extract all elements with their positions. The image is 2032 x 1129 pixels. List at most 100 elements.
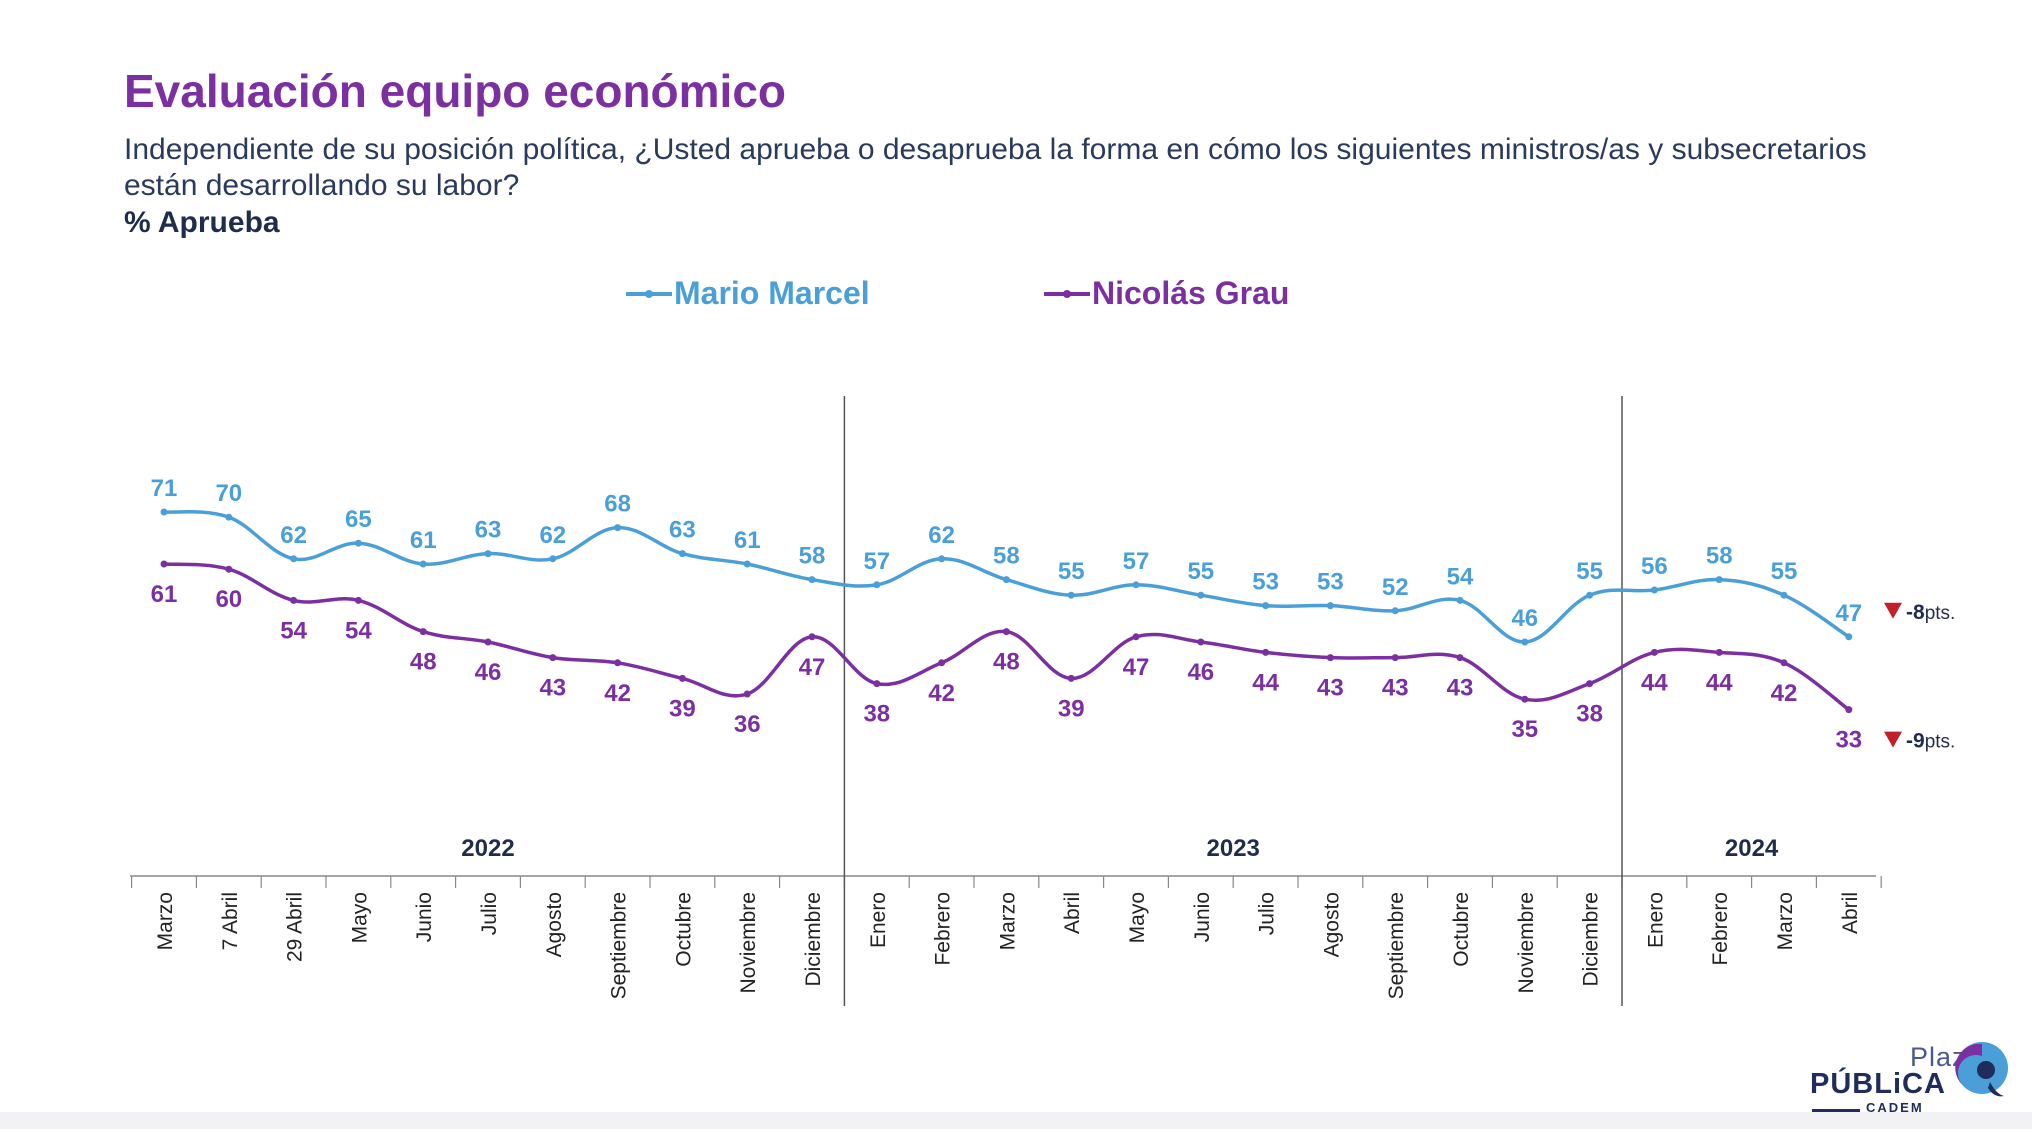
x-tick-label: Junio (413, 892, 436, 942)
data-label-grau: 48 (410, 649, 437, 676)
data-point-grau (873, 680, 881, 688)
data-label-grau: 44 (1641, 669, 1668, 696)
data-point-grau (1197, 638, 1205, 646)
plaza-publica-cadem-logo: Plaza PÚBLiCA CADEM (1810, 1038, 2010, 1118)
data-label-marcel: 55 (1187, 558, 1214, 585)
data-point-grau (1780, 659, 1788, 667)
data-point-marcel (873, 581, 881, 589)
data-point-grau (1132, 633, 1140, 641)
data-label-grau: 54 (280, 617, 307, 644)
data-label-grau: 43 (1447, 675, 1474, 702)
down-triangle-icon (1884, 602, 1902, 619)
data-point-grau (1715, 648, 1723, 656)
x-tick-label: 7 Abril (219, 892, 242, 950)
logo-cadem-text: CADEM (1866, 1100, 1924, 1115)
x-tick-label: Enero (867, 892, 890, 948)
data-label-grau: 60 (215, 586, 242, 613)
data-label-grau: 36 (734, 711, 761, 738)
data-point-marcel (1586, 591, 1594, 599)
data-point-grau (808, 633, 816, 641)
data-point-marcel (1845, 633, 1853, 641)
down-triangle-icon (1884, 731, 1902, 748)
data-label-grau: 39 (669, 695, 696, 722)
x-tick-label: Julio (1256, 892, 1279, 935)
data-label-grau: 42 (928, 680, 955, 707)
data-point-grau (484, 638, 492, 646)
x-tick-label: Septiembre (1385, 892, 1408, 999)
x-tick-label: Abril (1839, 892, 1862, 934)
x-tick-label: Octubre (672, 892, 695, 967)
x-tick-label: Junio (1191, 892, 1214, 942)
data-label-marcel: 53 (1252, 569, 1279, 596)
x-tick-label: Diciembre (1580, 892, 1603, 987)
data-label-grau: 54 (345, 617, 372, 644)
x-tick-label: Febrero (932, 892, 955, 966)
data-label-marcel: 58 (1706, 543, 1733, 570)
data-point-marcel (1391, 607, 1399, 615)
legend-mario-marcel-marker (645, 290, 653, 298)
data-point-marcel (808, 576, 816, 584)
data-label-marcel: 61 (734, 527, 761, 554)
data-label-grau: 43 (1382, 675, 1409, 702)
data-label-marcel: 52 (1382, 574, 1409, 601)
measure-label: % Aprueba (124, 206, 280, 239)
data-point-grau (354, 596, 362, 604)
data-point-grau (1521, 695, 1529, 703)
x-tick-label: Febrero (1709, 892, 1732, 966)
question-text: Independiente de su posición política, ¿… (124, 133, 1867, 202)
data-label-marcel: 65 (345, 506, 372, 533)
data-point-marcel (1780, 591, 1788, 599)
data-point-marcel (1262, 602, 1270, 610)
data-point-marcel (419, 560, 427, 568)
data-point-marcel (1456, 596, 1464, 604)
data-label-marcel: 58 (993, 543, 1020, 570)
x-tick-label: Julio (478, 892, 501, 935)
data-point-marcel (1326, 602, 1334, 610)
data-label-marcel: 47 (1835, 600, 1862, 627)
data-point-grau (1456, 654, 1464, 662)
data-point-marcel (1521, 638, 1529, 646)
data-label-grau: 48 (993, 649, 1020, 676)
data-point-grau (938, 659, 946, 667)
x-tick-label: 29 Abril (284, 892, 307, 962)
data-label-grau: 47 (799, 654, 826, 681)
x-tick-label: Marzo (996, 892, 1019, 950)
change-label-marcel: -8pts. (1906, 601, 1955, 624)
data-point-marcel (1067, 591, 1075, 599)
data-label-grau: 46 (475, 659, 502, 686)
data-point-marcel (1197, 591, 1205, 599)
x-tick-label: Octubre (1450, 892, 1473, 967)
data-label-grau: 44 (1252, 669, 1279, 696)
data-point-marcel (1650, 586, 1658, 594)
data-point-grau (419, 628, 427, 636)
data-label-marcel: 70 (215, 480, 242, 507)
x-tick-label: Mayo (1126, 892, 1149, 943)
data-label-marcel: 62 (539, 522, 566, 549)
legend-nicolas-grau-marker (1063, 290, 1071, 298)
data-point-grau (743, 690, 751, 698)
data-label-marcel: 46 (1511, 605, 1538, 632)
data-label-grau: 38 (863, 701, 890, 728)
data-label-marcel: 62 (280, 522, 307, 549)
data-point-grau (225, 565, 233, 573)
data-label-grau: 44 (1706, 669, 1733, 696)
legend-nicolas-grau-label: Nicolás Grau (1092, 275, 1289, 311)
data-point-marcel (290, 555, 298, 563)
data-point-marcel (743, 560, 751, 568)
data-point-grau (678, 674, 686, 682)
data-point-marcel (614, 524, 622, 532)
x-tick-label: Agosto (1320, 892, 1343, 957)
data-point-grau (1845, 706, 1853, 714)
data-point-marcel (1132, 581, 1140, 589)
change-label-grau: -9pts. (1906, 730, 1955, 753)
data-label-grau: 35 (1511, 716, 1538, 743)
data-label-marcel: 55 (1576, 558, 1603, 585)
x-tick-label: Mayo (348, 892, 371, 943)
footer-strip (0, 1112, 2032, 1129)
logo-underline (1812, 1109, 1860, 1112)
data-point-grau (1391, 654, 1399, 662)
data-point-marcel (678, 550, 686, 558)
data-point-grau (1586, 680, 1594, 688)
x-tick-label: Marzo (1774, 892, 1797, 950)
